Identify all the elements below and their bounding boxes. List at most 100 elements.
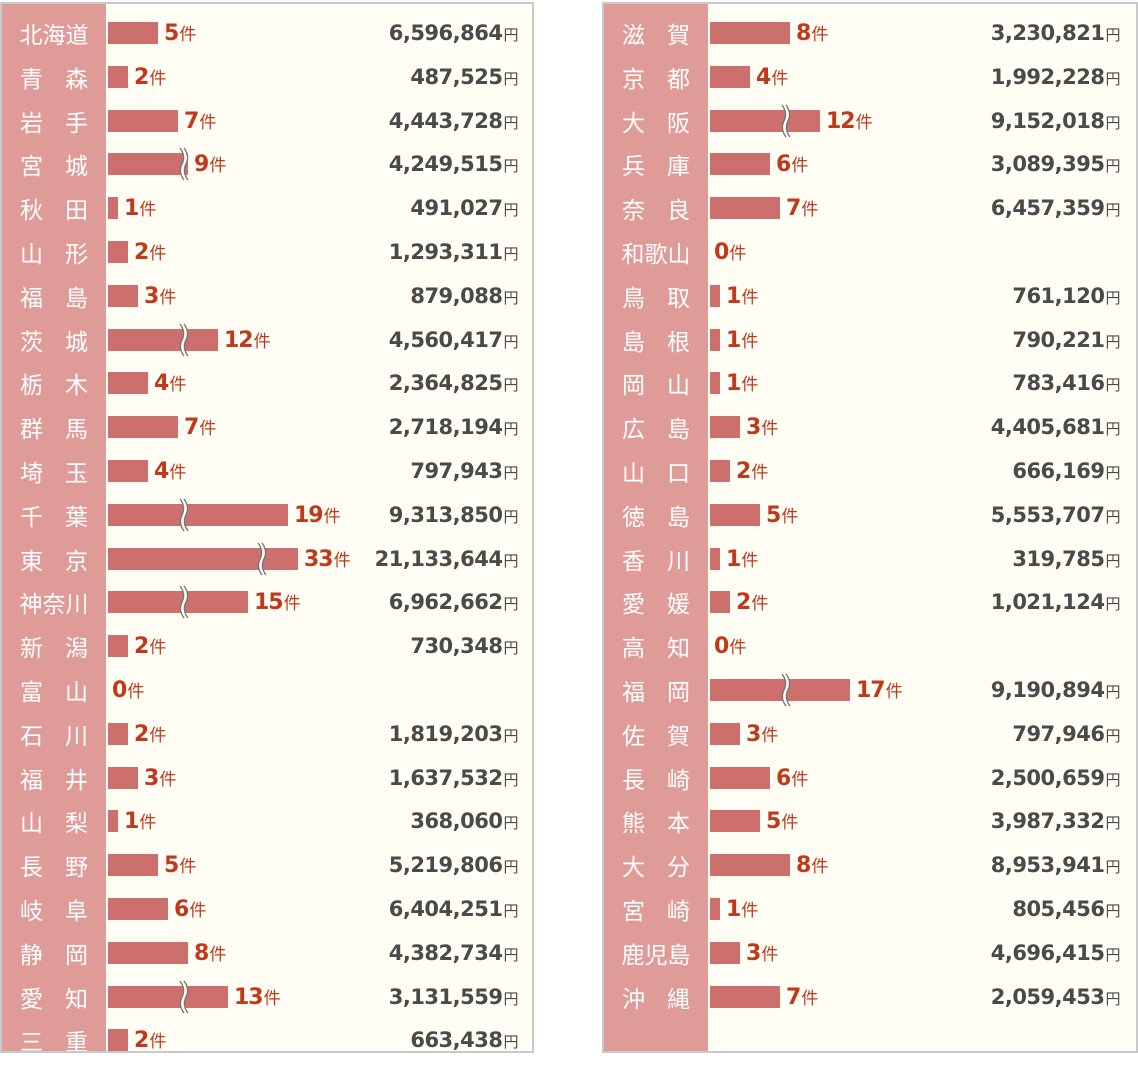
amount-label: 1,819,203円 [389,715,519,753]
data-row: 香川 1件 319,785円 [604,540,1136,578]
count-bar [710,591,730,614]
count-value: 8 [796,21,811,46]
amount-value: 1,992,228 [990,64,1105,89]
prefecture-label: 岩手 [20,110,110,137]
amount-label: 6,457,359円 [991,189,1121,227]
count-value: 1 [726,546,741,572]
count-value: 6 [776,765,791,791]
data-row: 青森 2件 487,525円 [2,58,532,96]
amount-unit: 円 [503,464,518,482]
count-label: 6件 [776,759,808,797]
prefecture-label: 熊本 [622,811,712,838]
data-row: 兵庫 6件 3,089,395円 [604,145,1136,183]
count-value: 1 [726,283,741,309]
data-row: 神奈川 15件 6,962,662円 [2,583,532,621]
data-row: 東京 33件 21,133,644円 [2,540,532,578]
prefecture-label: 千葉 [20,504,110,531]
count-unit: 件 [811,857,829,878]
count-value: 6 [776,152,791,178]
amount-value: 21,133,644 [374,546,503,571]
count-label: 3件 [746,408,778,446]
count-unit: 件 [885,682,903,702]
amount-unit: 円 [1105,157,1120,176]
amount-label: 6,404,251円 [389,890,519,928]
amount-value: 783,416 [1012,371,1105,396]
prefecture-label: 沖縄 [622,986,712,1013]
count-unit: 件 [179,25,197,45]
data-row: 和歌山 0件 [604,233,1136,271]
count-bar [710,197,780,220]
count-bar [108,503,288,526]
count-unit: 件 [741,375,759,396]
data-row: 滋賀 8件 3,230,821円 [604,14,1136,52]
amount-label: 666,169円 [1012,452,1120,490]
amount-value: 487,525 [410,64,503,89]
amount-label: 2,718,194円 [389,408,519,446]
amount-unit: 円 [1105,902,1120,920]
amount-unit: 円 [503,288,518,307]
count-unit: 件 [761,944,779,965]
count-bar [710,416,740,439]
amount-value: 1,021,124 [990,590,1105,615]
prefecture-label: 広島 [622,417,712,444]
count-label: 2件 [736,583,768,621]
amount-value: 666,169 [1012,459,1105,483]
count-bar [710,679,850,701]
count-unit: 件 [781,813,799,834]
data-row: 鹿児島 3件 4,696,415円 [604,934,1136,972]
data-row: 鳥取 1件 761,120円 [604,277,1136,315]
count-value: 0 [714,634,729,660]
prefecture-label: 鹿児島 [621,942,691,969]
amount-label: 4,443,728円 [389,102,519,140]
count-label: 2件 [134,1021,166,1051]
amount-unit: 円 [503,639,518,658]
amount-unit: 円 [503,551,518,570]
count-unit: 件 [139,200,157,221]
prefecture-label: 山梨 [20,811,110,838]
amount-unit: 円 [503,814,518,833]
prefecture-label-band [2,4,106,1051]
data-row: 島根 1件 790,221円 [604,321,1136,359]
prefecture-label: 栃木 [20,373,110,400]
amount-unit: 円 [1105,332,1120,351]
prefecture-label: 滋賀 [622,23,712,49]
count-bar [108,372,148,395]
amount-value: 797,946 [1012,721,1105,746]
amount-unit: 円 [1105,814,1120,833]
amount-label: 730,348円 [410,627,518,665]
count-unit: 件 [209,944,227,965]
count-value: 4 [756,64,771,90]
data-row: 岐阜 6件 6,404,251円 [2,890,532,928]
count-unit: 件 [199,112,217,133]
count-bar [108,547,298,570]
amount-label: 783,416円 [1012,364,1120,402]
count-value: 7 [184,415,199,441]
data-row: 三重 2件 663,438円 [2,1021,532,1053]
prefecture-label: 島根 [622,329,712,356]
data-row: 京都 4件 1,992,228円 [604,58,1136,96]
prefecture-label: 山形 [20,242,110,268]
amount-label: 1,992,228円 [990,58,1121,96]
count-label: 5件 [766,496,798,534]
prefecture-label: 三重 [20,1030,110,1053]
count-value: 3 [144,765,159,791]
prefecture-label: 山口 [622,461,712,487]
amount-value: 4,405,681 [990,415,1105,440]
data-row: 長崎 6件 2,500,659円 [604,759,1136,797]
data-row: 宮崎 1件 805,456円 [604,890,1136,928]
count-bar [710,854,790,877]
count-label: 19件 [294,496,341,534]
count-unit: 件 [741,331,759,352]
amount-value: 319,785 [1012,546,1105,571]
count-value: 1 [124,809,139,835]
amount-value: 4,696,415 [990,940,1105,965]
amount-unit: 円 [1105,420,1120,439]
chart-panel-left: 北海道 5件 6,596,864円 青森 2件 487,525円 岩手 7件 4,443,728… [0,2,534,1053]
amount-value: 3,987,332 [990,809,1105,834]
prefecture-label: 奈良 [622,198,712,225]
prefecture-label: 兵庫 [622,154,712,181]
count-bar [108,635,128,658]
prefecture-label: 徳島 [622,504,712,531]
count-unit: 件 [323,506,341,527]
count-value: 3 [746,940,761,966]
